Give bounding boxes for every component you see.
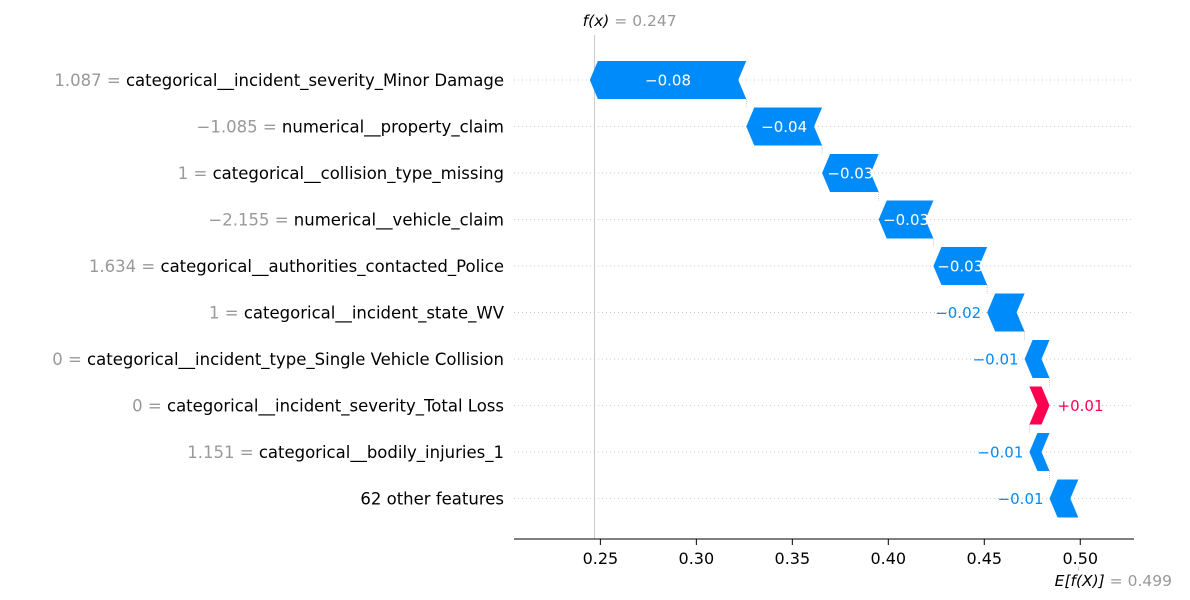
contribution-bar xyxy=(589,61,747,99)
contribution-bar xyxy=(746,107,823,146)
feature-label: 1.087 = categorical__incident_severity_M… xyxy=(54,71,504,91)
feature-name: categorical__bodily_injuries_1 xyxy=(259,443,504,463)
x-axis: 0.25 0.30 0.35 0.40 0.45 0.50 xyxy=(514,538,1134,571)
feature-value: 1.151 = xyxy=(187,443,259,462)
bar-value-label: −0.03 xyxy=(827,165,873,183)
contribution-bar xyxy=(1029,386,1050,425)
contribution-bar xyxy=(822,154,879,192)
feature-name: categorical__incident_type_Single Vehicl… xyxy=(87,350,504,370)
feature-label: 1.634 = categorical__authorities_contact… xyxy=(89,257,504,277)
feature-label: −1.085 = numerical__property_claim xyxy=(197,118,504,138)
contribution-bars: −0.08 −0.04 −0.03 −0.03 −0.03 −0.02 −0.01 +0.01… xyxy=(589,61,1104,518)
x-tick-label: 0.30 xyxy=(679,549,715,568)
bar-value-label: −0.01 xyxy=(973,351,1019,369)
bar-value-label: −0.01 xyxy=(977,444,1023,462)
contribution-bar xyxy=(933,247,988,285)
fx-value: 0.247 xyxy=(632,12,676,30)
bar-value-label: −0.03 xyxy=(937,258,983,276)
feature-value: 1.634 = xyxy=(89,257,161,276)
feature-name: categorical__incident_state_WV xyxy=(244,304,505,324)
bar-value-label: −0.02 xyxy=(935,304,981,322)
contribution-bar xyxy=(878,200,934,239)
fx-equals: = xyxy=(614,12,632,30)
reference-lines xyxy=(594,35,1050,539)
feature-value: 1 = xyxy=(178,164,213,183)
feature-label: −2.155 = numerical__vehicle_claim xyxy=(208,211,504,231)
feature-name: 62 other features xyxy=(360,490,504,509)
x-tick-label: 0.40 xyxy=(870,549,906,568)
bar-value-label: −0.03 xyxy=(883,211,929,229)
feature-labels: 1.087 = categorical__incident_severity_M… xyxy=(52,71,504,509)
feature-value: 1.087 = xyxy=(54,71,126,90)
feature-name: categorical__incident_severity_Total Los… xyxy=(167,397,504,417)
feature-name: categorical__collision_type_missing xyxy=(213,164,504,184)
base-name: E[f(X)] xyxy=(1055,572,1105,590)
contribution-bar xyxy=(1049,479,1079,518)
feature-label: 1.151 = categorical__bodily_injuries_1 xyxy=(187,443,504,463)
contribution-bar xyxy=(1029,433,1050,471)
feature-label: 1 = categorical__incident_state_WV xyxy=(209,304,505,324)
feature-name: categorical__incident_severity_Minor Dam… xyxy=(126,71,504,91)
feature-value: −2.155 = xyxy=(208,211,293,230)
feature-name: categorical__authorities_contacted_Polic… xyxy=(161,257,505,277)
feature-name: numerical__property_claim xyxy=(282,118,504,138)
bar-value-label: −0.01 xyxy=(998,490,1044,508)
base-value: 0.499 xyxy=(1128,572,1172,590)
contribution-bar xyxy=(987,293,1025,332)
expected-value-label: E[f(X)] = 0.499 xyxy=(1055,572,1172,590)
feature-value: 1 = xyxy=(209,304,244,323)
feature-value: 0 = xyxy=(132,397,167,416)
x-tick-label: 0.50 xyxy=(1062,549,1098,568)
feature-name: numerical__vehicle_claim xyxy=(294,211,504,231)
feature-value: −1.085 = xyxy=(197,118,282,137)
base-equals: = xyxy=(1110,572,1128,590)
feature-value: 0 = xyxy=(52,350,87,369)
bar-value-label: −0.04 xyxy=(761,118,807,136)
feature-label: 0 = categorical__incident_type_Single Ve… xyxy=(52,350,504,370)
feature-label: 1 = categorical__collision_type_missing xyxy=(178,164,504,184)
bar-value-label: −0.08 xyxy=(645,72,691,90)
x-tick-label: 0.35 xyxy=(775,549,811,568)
contribution-bar xyxy=(1024,340,1050,378)
feature-label: 0 = categorical__incident_severity_Total… xyxy=(132,397,504,417)
fx-name: f(x) xyxy=(583,12,610,30)
x-tick-label: 0.25 xyxy=(583,549,619,568)
fx-label: f(x) = 0.247 xyxy=(583,12,677,30)
x-tick-label: 0.45 xyxy=(966,549,1002,568)
bar-value-label: +0.01 xyxy=(1058,397,1104,415)
feature-label: 62 other features xyxy=(360,490,504,509)
